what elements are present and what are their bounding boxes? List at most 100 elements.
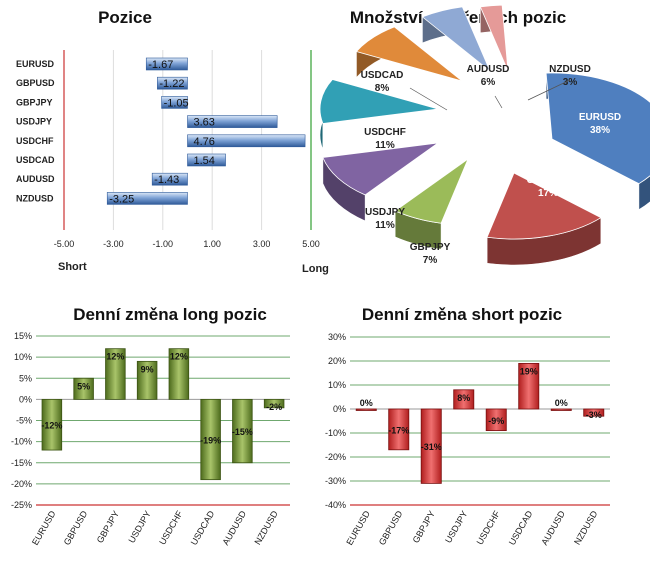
bar	[355, 408, 377, 411]
pie-leader-line	[494, 95, 503, 109]
category-label: EURUSD	[344, 509, 372, 547]
bar	[157, 76, 188, 90]
pie-leader-line	[409, 87, 448, 111]
category-label: GBPJPY	[95, 509, 121, 545]
category-label: AUDUSD	[539, 509, 567, 547]
bar	[105, 348, 126, 400]
y-tick-label: 10%	[14, 352, 32, 362]
pie-slice-percent: 8%	[375, 83, 390, 94]
y-tick-label: 0%	[333, 404, 346, 414]
bar	[232, 398, 253, 464]
y-tick-label: -10%	[325, 428, 346, 438]
x-tick-label: 3.00	[253, 239, 271, 249]
pie-slice-name: USDJPY	[365, 207, 405, 218]
y-tick-label: 0%	[19, 394, 32, 404]
category-label: USDCAD	[189, 509, 217, 547]
bar	[388, 408, 410, 451]
short-side-label: Short	[58, 261, 87, 273]
data-label: -1.22	[159, 78, 184, 90]
bar	[187, 115, 278, 128]
data-label: -12%	[41, 421, 62, 431]
x-tick-label: 5.00	[302, 239, 320, 249]
y-tick-label: -5%	[16, 416, 32, 426]
data-label: -1.05	[164, 97, 189, 109]
bar	[41, 398, 63, 451]
bar	[518, 362, 540, 410]
data-label: -9%	[488, 416, 504, 426]
data-label: -31%	[421, 442, 442, 452]
bar	[200, 398, 221, 481]
data-label: -3.25	[109, 193, 134, 205]
pie-slice	[355, 26, 463, 82]
x-tick-label: 1.00	[203, 239, 221, 249]
y-tick-label: 30%	[328, 332, 346, 342]
bar	[136, 360, 158, 400]
short-change-chart-title: Denní změna short pozic	[362, 305, 562, 324]
category-label: NZDUSD	[16, 193, 54, 203]
category-label: USDCHF	[157, 509, 185, 547]
pie-slice-name: USDCHF	[364, 127, 406, 138]
pie-slice	[394, 157, 469, 224]
data-label: -1.43	[154, 174, 179, 186]
pie-slice	[545, 72, 650, 185]
category-label: NZDUSD	[252, 509, 280, 547]
data-label: -19%	[200, 436, 221, 446]
pie-slice-name: USDCAD	[361, 70, 404, 81]
pie-slice-percent: 3%	[563, 77, 578, 88]
data-label: 1.54	[194, 155, 215, 167]
y-tick-label: -20%	[325, 452, 346, 462]
category-label: GBPJPY	[411, 509, 437, 545]
pie-slice-name: EURUSD	[579, 112, 621, 123]
category-label: EURUSD	[30, 509, 58, 547]
bar	[106, 192, 188, 205]
y-tick-label: -15%	[11, 458, 32, 468]
bar	[453, 389, 475, 410]
pie-slice	[319, 79, 439, 124]
data-label: 3.63	[194, 117, 215, 129]
pie-slice-name: GBPUSD	[527, 175, 570, 186]
data-label: -1.67	[148, 59, 173, 71]
positions-chart-title: Pozice	[98, 8, 152, 27]
pie-slice-name: GBPJPY	[410, 242, 451, 253]
bar	[73, 377, 94, 400]
x-tick-label: -5.00	[54, 239, 75, 249]
y-tick-label: -10%	[11, 437, 32, 447]
pie-slice	[421, 6, 491, 72]
category-label: GBPJPY	[16, 97, 53, 107]
data-label: -15%	[232, 427, 253, 437]
category-label: USDCAD	[16, 155, 55, 165]
data-label: 4.76	[194, 136, 215, 148]
x-tick-label: -1.00	[153, 239, 174, 249]
category-label: USDCHF	[16, 136, 54, 146]
bar	[263, 398, 285, 409]
data-label: 12%	[106, 352, 124, 362]
pie-slice	[322, 142, 439, 196]
data-label: 8%	[457, 393, 470, 403]
data-label: 5%	[77, 381, 90, 391]
pie-slice-percent: 6%	[481, 77, 496, 88]
data-label: 19%	[520, 366, 538, 376]
y-tick-label: -25%	[11, 500, 32, 510]
y-tick-label: 20%	[328, 356, 346, 366]
pie-slice-percent: 38%	[590, 125, 610, 136]
category-label: EURUSD	[16, 59, 55, 69]
long-change-chart-title: Denní změna long pozic	[73, 305, 267, 324]
category-label: USDCHF	[475, 509, 503, 547]
category-label: USDCAD	[507, 509, 535, 547]
y-tick-label: 5%	[19, 373, 32, 383]
long-side-label: Long	[302, 263, 329, 275]
data-label: 12%	[170, 352, 188, 362]
pie-slice-percent: 11%	[375, 140, 395, 151]
category-label: USDJPY	[126, 509, 152, 545]
bar	[145, 57, 188, 71]
pie-slice-percent: 17%	[538, 188, 558, 199]
category-label: GBPUSD	[16, 78, 55, 88]
data-label: 9%	[141, 364, 154, 374]
bar	[168, 348, 190, 400]
y-tick-label: -40%	[325, 500, 346, 510]
y-tick-label: 15%	[14, 331, 32, 341]
data-label: -2%	[266, 402, 282, 412]
bar	[485, 408, 507, 432]
pie-slice-name: NZDUSD	[549, 64, 591, 75]
pie-leader-line	[527, 79, 571, 101]
